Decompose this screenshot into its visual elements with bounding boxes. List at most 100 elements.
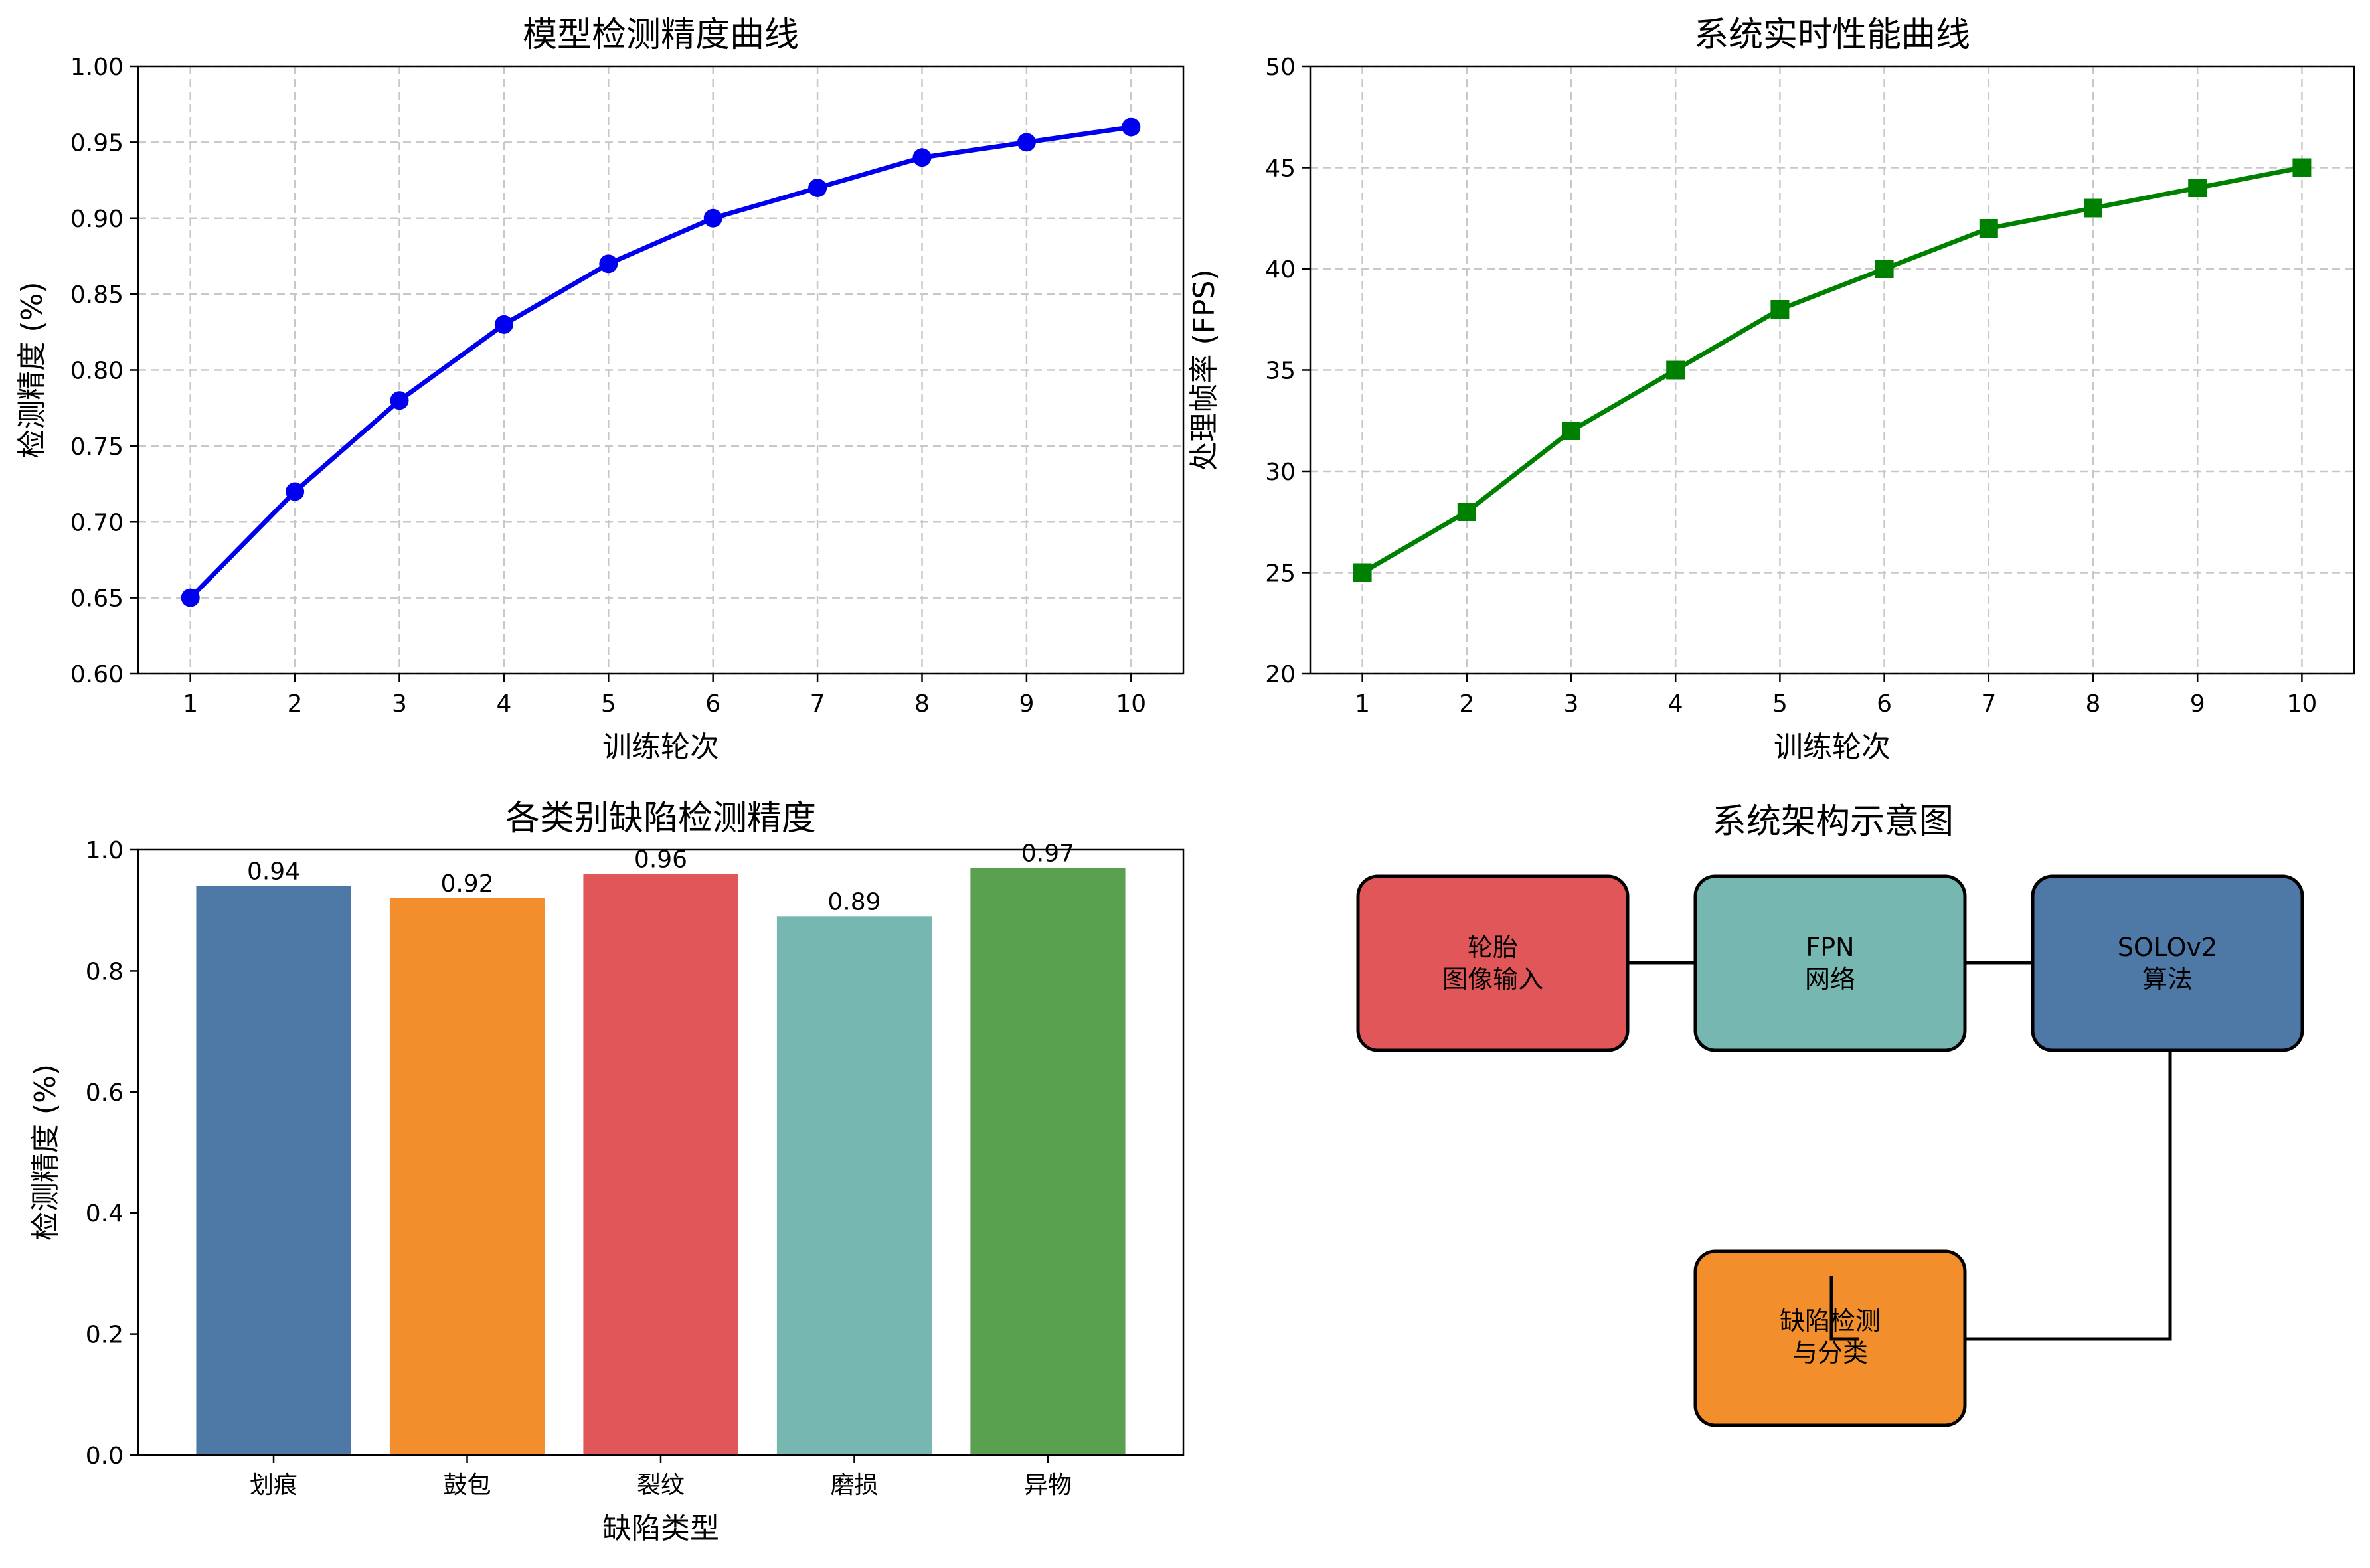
accuracy-line-chart: 1 2 3 4 5 6 7 8 9 10 0.60 0.65 0.70 0.75 0.80 0.85 0.90 0…: [15, 15, 1185, 764]
defect-bar: [970, 868, 1126, 1455]
architecture-diagram: 系统架构示意图 轮胎 图像输入 FPN 网络 SOLOv2 算法 缺陷检测 与分…: [1356, 802, 2304, 1427]
defect-value-label: 0.96: [634, 846, 687, 873]
defect-value-label: 0.94: [247, 858, 300, 886]
fps-point: [1562, 422, 1580, 440]
defect-ytick-label: 0.2: [86, 1322, 124, 1349]
defect-value-label: 0.92: [440, 870, 493, 898]
acc-ytick-label: 1.00: [70, 54, 124, 81]
acc-xtick-label: 10: [1116, 690, 1146, 718]
fps-xtick-label: 2: [1459, 690, 1474, 718]
acc-xtick-label: 6: [705, 690, 720, 718]
fps-series-line: [1361, 165, 2303, 575]
fps-ytick-label: 20: [1265, 661, 1296, 688]
defect-ytick-label: 1.0: [86, 837, 124, 864]
acc-point: [599, 254, 618, 274]
node-tire-input: 轮胎 图像输入: [1356, 874, 1630, 1052]
acc-ytick-label: 0.75: [70, 433, 124, 461]
fps-ytick-label: 45: [1265, 155, 1296, 183]
acc-xlabel: 训练轮次: [602, 730, 719, 764]
acc-series-line: [189, 125, 1132, 600]
defect-bar: [776, 916, 932, 1455]
node-tire-input-line1: 轮胎: [1468, 933, 1518, 962]
acc-point: [912, 148, 932, 167]
fps-ylabel: 处理帧率 (FPS): [1187, 269, 1221, 471]
fps-point: [1666, 360, 1685, 380]
fps-xlabel: 训练轮次: [1774, 730, 1891, 764]
acc-point: [1122, 118, 1141, 137]
defect-ytick-label: 0.4: [86, 1200, 124, 1227]
fps-xtick-label: 6: [1877, 690, 1892, 718]
defect-category-label: 异物: [1024, 1472, 1072, 1499]
fps-point: [2084, 198, 2102, 218]
node-fpn-line2: 网络: [1805, 965, 1855, 994]
defect-ytick-label: 0.6: [86, 1079, 124, 1107]
acc-xtick-label: 5: [601, 690, 616, 718]
acc-xtick-label: 4: [496, 690, 511, 718]
fps-point: [1353, 563, 1372, 582]
defect-bar: [389, 898, 545, 1455]
acc-point: [703, 208, 722, 228]
diagram-title: 系统架构示意图: [1712, 802, 1954, 842]
fps-xtick-label: 4: [1668, 690, 1683, 718]
fps-point: [1457, 503, 1476, 521]
fps-point: [1770, 300, 1790, 319]
fps-point: [2188, 179, 2207, 197]
fps-ytick-label: 25: [1265, 560, 1296, 588]
defect-category-label: 鼓包: [444, 1472, 491, 1499]
node-tire-input-line2: 图像输入: [1442, 965, 1543, 994]
acc-ytick-label: 0.70: [70, 509, 124, 536]
connector-3-4-tip: [1829, 1276, 1859, 1341]
acc-point: [1017, 133, 1036, 152]
acc-xtick-label: 9: [1019, 690, 1034, 718]
defect-ytick-label: 0.0: [86, 1443, 124, 1470]
fps-line-chart: 1 2 3 4 5 6 7 8 9 1020253035404550系统实时性能曲线训练轮次处理帧…: [1187, 15, 2355, 764]
defect-category-label: 磨损: [830, 1472, 878, 1499]
acc-point: [390, 391, 409, 410]
defect-ylabel: 检测精度 (%): [29, 1064, 62, 1241]
fps-xtick-label: 3: [1564, 690, 1579, 718]
defect-title: 各类别缺陷检测精度: [505, 799, 816, 838]
fps-xtick-label: 9: [2190, 690, 2205, 718]
acc-point: [808, 179, 827, 197]
acc-ytick-label: 0.85: [70, 281, 124, 309]
defect-category-label: 裂纹: [637, 1472, 685, 1499]
node-fpn-line1: FPN: [1806, 933, 1854, 962]
acc-point: [494, 315, 513, 334]
acc-ytick-label: 0.60: [70, 661, 124, 688]
node-solov2: SOLOv2 算法: [2031, 874, 2304, 1052]
fps-title: 系统实时性能曲线: [1694, 15, 1970, 55]
defect-ytick-label: 0.8: [86, 958, 124, 985]
node-solov2-line2: 算法: [2142, 965, 2193, 994]
acc-ytick-label: 0.80: [70, 358, 124, 385]
defect-bar-chart: 0.94 0.92 0.96 0.89 0.97 划痕 鼓包 裂纹 磨损 异物 0.0 0.2 0.4 0…: [29, 799, 1185, 1545]
fps-xtick-label: 5: [1772, 690, 1788, 718]
defect-value-label: 0.97: [1021, 840, 1074, 867]
acc-xtick-label: 2: [288, 690, 303, 718]
fps-ytick-label: 40: [1265, 256, 1296, 283]
fps-point: [2292, 158, 2312, 177]
acc-xtick-label: 1: [183, 690, 198, 718]
fps-ytick-label: 35: [1265, 358, 1296, 385]
node-solov2-line1: SOLOv2: [2118, 933, 2217, 962]
defect-value-label: 0.89: [827, 888, 881, 915]
defect-bar: [196, 886, 351, 1455]
acc-xtick-label: 8: [914, 690, 930, 718]
acc-point: [181, 588, 200, 607]
acc-ylabel: 检测精度 (%): [15, 281, 49, 458]
defect-category-label: 划痕: [250, 1472, 297, 1499]
acc-ytick-label: 0.65: [70, 586, 124, 613]
acc-ytick-label: 0.95: [70, 129, 124, 157]
acc-title: 模型检测精度曲线: [523, 15, 799, 55]
fps-point: [1979, 219, 1998, 238]
fps-xtick-label: 8: [2086, 690, 2101, 718]
fps-xtick-label: 10: [2286, 690, 2317, 718]
fps-xtick-label: 7: [1981, 690, 1996, 718]
acc-xtick-label: 7: [810, 690, 825, 718]
acc-xtick-label: 3: [392, 690, 407, 718]
defect-bar: [583, 874, 738, 1455]
fps-ytick-label: 30: [1265, 459, 1296, 486]
defect-xlabel: 缺陷类型: [602, 1512, 719, 1545]
fps-point: [1875, 260, 1894, 278]
fps-ytick-label: 50: [1265, 54, 1296, 81]
node-defect-classify-line2: 与分类: [1792, 1338, 1868, 1368]
